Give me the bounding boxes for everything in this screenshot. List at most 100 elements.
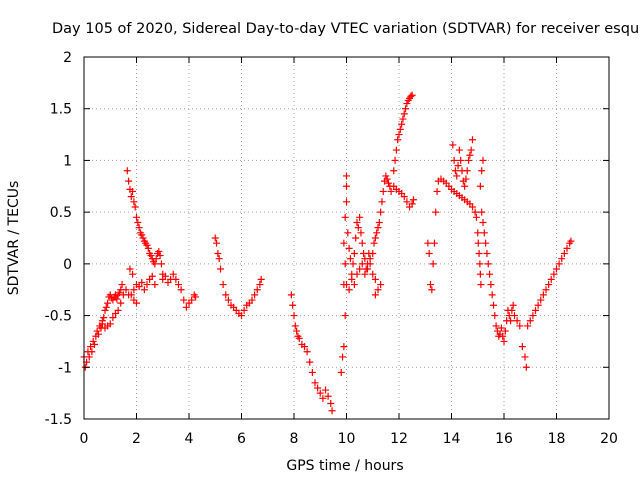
data-point [529,312,537,320]
data-point [343,172,350,180]
data-point [511,312,518,320]
data-point [144,244,152,252]
data-point [139,234,147,242]
data-point [93,327,101,335]
data-point [553,265,560,273]
data-point [290,312,298,320]
data-point [350,281,358,289]
data-point [314,384,322,392]
data-point [131,203,139,211]
data-point [371,275,379,283]
data-point [516,322,524,330]
data-point [455,146,463,154]
y-tick-label: -1 [58,360,72,376]
data-point [392,146,400,154]
data-point [188,296,196,304]
data-point [306,358,314,366]
data-point [478,208,486,216]
data-point [217,265,224,273]
data-point [474,239,482,247]
data-point [345,286,353,294]
data-point [532,306,539,314]
data-point [474,229,482,237]
data-point [364,265,371,273]
data-point [403,100,411,108]
data-point [352,234,360,242]
data-point [361,270,369,278]
data-point [428,286,436,294]
data-point [87,343,95,351]
data-point [366,260,374,268]
data-point [169,270,177,278]
data-point [143,241,151,249]
data-point [133,213,140,221]
data-point [499,332,507,340]
data-point [94,330,102,338]
data-point [461,182,469,190]
data-point [526,317,534,325]
data-point [469,203,476,211]
data-point [222,291,230,299]
data-point [155,247,163,255]
data-point [135,224,143,232]
data-point [453,172,461,180]
data-point [213,239,221,247]
data-point [409,196,417,204]
data-point [507,317,515,325]
data-point [479,218,487,226]
data-point [383,175,391,183]
data-point [382,172,390,180]
data-point [104,299,112,307]
x-tick-label: 2 [132,431,141,447]
x-tick-label: 10 [338,431,356,447]
data-point [130,286,138,294]
x-axis-label: GPS time / hours [286,458,403,474]
data-point [509,301,517,309]
data-point [547,275,555,283]
data-point [471,208,479,216]
data-point [432,208,440,216]
data-point [114,306,122,314]
data-point [433,187,441,195]
data-point [343,281,350,289]
data-point [492,322,500,330]
data-point [373,229,381,237]
data-point [534,301,542,309]
data-point [122,286,130,294]
y-tick-label: 1 [63,153,72,169]
data-point [341,213,349,221]
data-point [508,306,516,314]
data-point [289,301,297,309]
data-point [215,255,223,263]
data-point [486,270,494,278]
data-point [344,229,352,237]
data-point [134,218,142,226]
data-point [129,187,137,195]
data-point [91,341,98,349]
data-point [356,213,364,221]
data-point [427,281,434,289]
data-point [408,200,416,208]
data-point [476,270,484,278]
x-tick-label: 6 [237,431,246,447]
data-point [396,125,404,133]
data-point [371,234,379,242]
data-point [358,239,366,247]
data-point [311,379,319,387]
data-point [251,291,259,299]
data-point [371,291,379,299]
data-point [374,224,382,232]
data-point [291,322,299,330]
data-point [425,250,433,258]
data-point [560,250,568,258]
data-point [476,182,484,190]
data-point [340,239,348,247]
data-point [256,281,264,289]
y-axis-label: SDTVAR / TECUs [6,181,22,296]
data-point [147,252,155,260]
data-point [156,252,164,260]
data-point [478,167,486,175]
grid-lines [84,57,609,419]
y-tick-label: 0.5 [50,205,72,221]
data-point [399,115,407,123]
